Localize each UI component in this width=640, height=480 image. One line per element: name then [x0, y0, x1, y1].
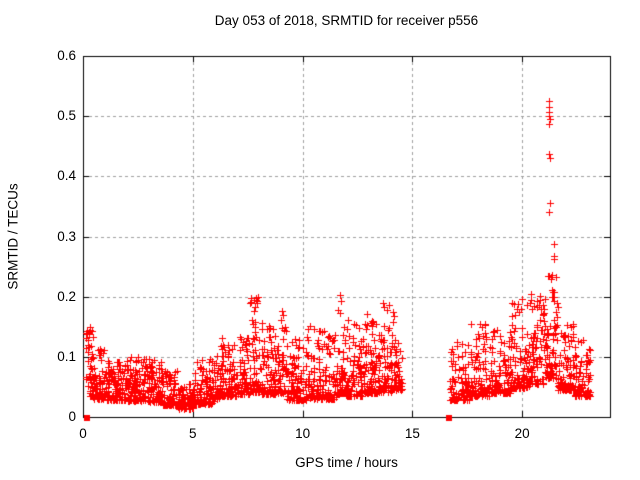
x-tick-label: 20	[514, 426, 530, 441]
y-tick-label: 0	[68, 409, 76, 424]
y-tick-label: 0.3	[57, 228, 76, 244]
y-tick-label: 0.4	[57, 168, 76, 184]
y-tick-label: 0.6	[57, 48, 76, 63]
x-tick-label: 10	[295, 426, 311, 441]
chart-title: Day 053 of 2018, SRMTID for receiver p55…	[214, 13, 479, 28]
x-tick-label: 0	[79, 426, 87, 441]
y-tick-label: 0.5	[57, 108, 76, 124]
y-axis-label: SRMTID / TECUs	[5, 183, 21, 290]
x-tick-label: 15	[404, 426, 420, 441]
y-tick-label: 0.2	[57, 288, 76, 304]
x-tick-label: 5	[189, 426, 197, 441]
x-axis-label: GPS time / hours	[295, 455, 398, 470]
y-tick-label: 0.1	[57, 348, 76, 364]
